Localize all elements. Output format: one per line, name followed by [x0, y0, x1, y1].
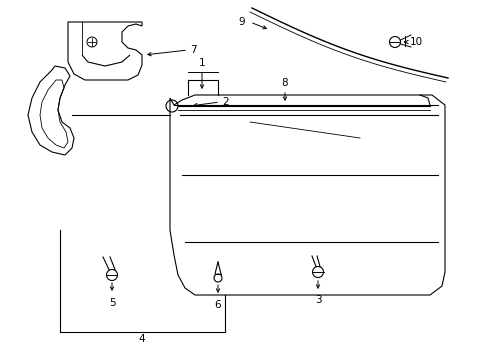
Text: 5: 5 [108, 298, 115, 308]
Text: 10: 10 [409, 37, 422, 47]
Text: 4: 4 [139, 334, 145, 344]
Text: 9: 9 [238, 17, 244, 27]
Text: 6: 6 [214, 300, 221, 310]
Text: 7: 7 [190, 45, 196, 55]
Text: 1: 1 [198, 58, 205, 68]
Text: 3: 3 [314, 295, 321, 305]
Text: 2: 2 [222, 97, 228, 107]
Text: 8: 8 [281, 78, 288, 88]
